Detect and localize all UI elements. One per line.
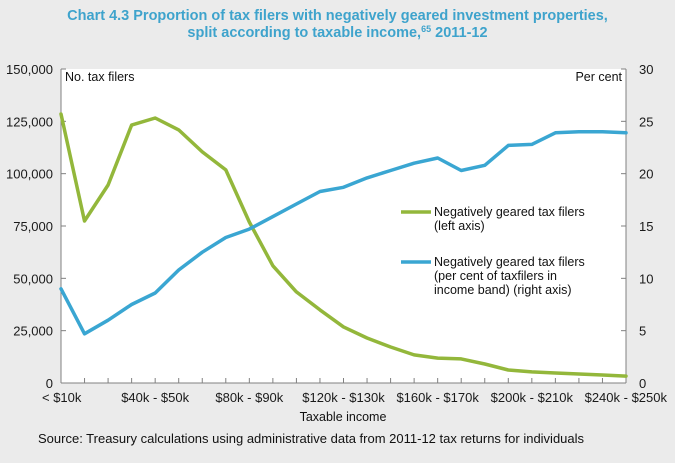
chart-title-year: 2011-12 xyxy=(431,25,488,41)
legend: Negatively geared tax filers(left axis)N… xyxy=(401,205,585,297)
plot-area xyxy=(61,69,626,383)
legend-label: Negatively geared tax filers xyxy=(434,205,585,219)
source-note: Source: Treasury calculations using admi… xyxy=(38,431,585,446)
x-axis-title: Taxable income xyxy=(300,410,387,424)
left-y-tick-label: 150,000 xyxy=(6,62,53,77)
chart-title-line-2: split according to taxable income,65 201… xyxy=(0,25,675,42)
right-y-tick-label: 10 xyxy=(639,271,653,286)
right-y-tick-label: 0 xyxy=(639,376,646,391)
legend-label: (left axis) xyxy=(434,219,485,233)
left-axis-title: No. tax filers xyxy=(65,70,134,84)
x-tick-label: $80k - $90k xyxy=(215,390,283,405)
right-y-tick-label: 25 xyxy=(639,114,653,129)
right-y-tick-label: 15 xyxy=(639,219,653,234)
x-tick-label: $240k - $250k xyxy=(585,390,668,405)
left-y-tick-label: 100,000 xyxy=(6,167,53,182)
series-group xyxy=(59,112,628,378)
left-y-tick-label: 125,000 xyxy=(6,114,53,129)
x-tick-label: $40k - $50k xyxy=(121,390,189,405)
x-tick-label: $160k - $170k xyxy=(396,390,479,405)
chart-title-line-2-text: split according to taxable income, xyxy=(187,25,422,41)
legend-label: (per cent of taxfilers in xyxy=(434,269,557,283)
right-axis-title: Per cent xyxy=(575,70,622,84)
x-tick-label: < $10k xyxy=(42,390,82,405)
left-y-tick-label: 25,000 xyxy=(13,324,53,339)
left-y-tick-label: 75,000 xyxy=(13,219,53,234)
x-tick-label: $200k - $210k xyxy=(491,390,574,405)
x-tick-label: $120k - $130k xyxy=(302,390,385,405)
chart-title-line-1: Chart 4.3 Proportion of tax filers with … xyxy=(67,8,608,24)
series-line-1 xyxy=(59,112,628,378)
legend-label: income band) (right axis) xyxy=(434,283,572,297)
right-y-tick-label: 30 xyxy=(639,62,653,77)
left-y-tick-label: 50,000 xyxy=(13,271,53,286)
right-y-tick-label: 20 xyxy=(639,167,653,182)
right-y-tick-label: 5 xyxy=(639,324,646,339)
chart-title: Chart 4.3 Proportion of tax filers with … xyxy=(0,8,675,42)
left-y-tick-label: 0 xyxy=(46,376,53,391)
legend-label: Negatively geared tax filers xyxy=(434,255,585,269)
series-line-2 xyxy=(59,130,628,336)
title-footnote: 65 xyxy=(421,24,432,34)
axes: 0 25,000 50,000 75,000 100,000 125,000 150,000… xyxy=(6,62,667,405)
